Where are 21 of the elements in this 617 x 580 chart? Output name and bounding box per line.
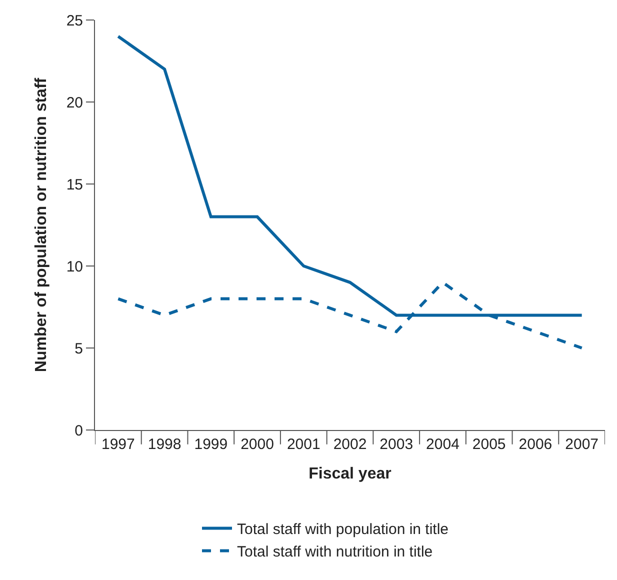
y-tick-label: 0 xyxy=(74,422,83,440)
x-tick-label: 2005 xyxy=(472,436,506,453)
x-tick-label: 1999 xyxy=(194,436,228,453)
legend-label: Total staff with nutrition in title xyxy=(237,544,433,561)
x-tick-label: 2002 xyxy=(333,436,367,453)
x-tick-label: 2003 xyxy=(380,436,414,453)
y-tick-label: 25 xyxy=(66,12,83,30)
y-tick-label: 5 xyxy=(74,340,83,358)
x-tick-label: 2007 xyxy=(565,436,599,453)
x-tick-label: 1997 xyxy=(101,436,135,453)
x-tick-label: 2004 xyxy=(426,436,460,453)
x-tick-label: 1998 xyxy=(148,436,182,453)
legend-label: Total staff with population in title xyxy=(237,521,449,538)
y-tick-label: 20 xyxy=(66,94,83,112)
y-tick-label: 10 xyxy=(66,258,83,276)
y-tick-label: 15 xyxy=(66,176,83,194)
x-axis-title: Fiscal year xyxy=(308,466,392,483)
x-tick-label: 2006 xyxy=(518,436,552,453)
y-axis-title: Number of population or nutrition staff xyxy=(33,77,50,372)
x-tick-label: 2000 xyxy=(240,436,274,453)
x-tick-label: 2001 xyxy=(286,436,320,453)
